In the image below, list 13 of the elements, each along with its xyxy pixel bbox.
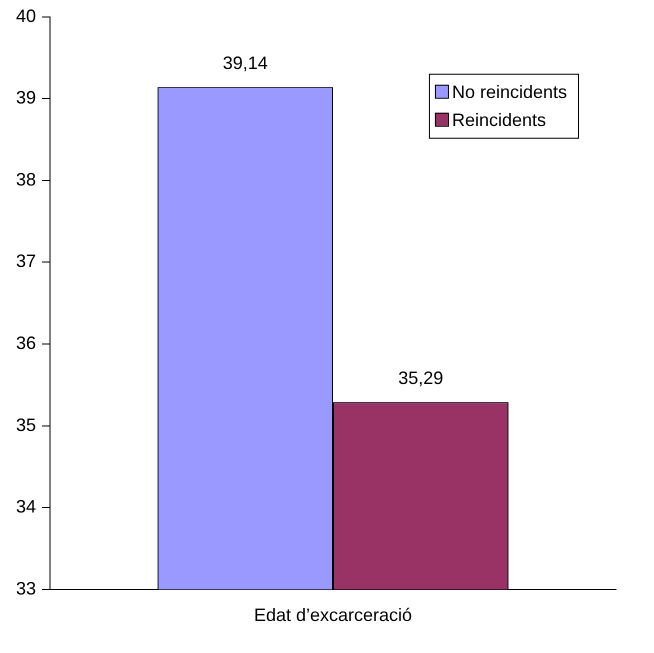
- legend-label: No reincidents: [452, 82, 568, 102]
- y-tick-label: 37: [16, 251, 36, 272]
- x-tick-label: Edat d’excarceració: [254, 605, 412, 626]
- y-tick-label: 40: [16, 6, 36, 26]
- data-label: 35,29: [398, 368, 444, 388]
- y-tick-label: 36: [16, 332, 36, 353]
- y-tick-label: 35: [16, 414, 36, 435]
- legend-label: Reincidents: [452, 110, 546, 130]
- y-tick-label: 39: [16, 88, 36, 108]
- data-label: 39,14: [222, 53, 268, 74]
- y-tick-label: 34: [16, 496, 36, 517]
- y-tick-label: 38: [16, 169, 36, 190]
- y-tick-label: 33: [16, 578, 36, 598]
